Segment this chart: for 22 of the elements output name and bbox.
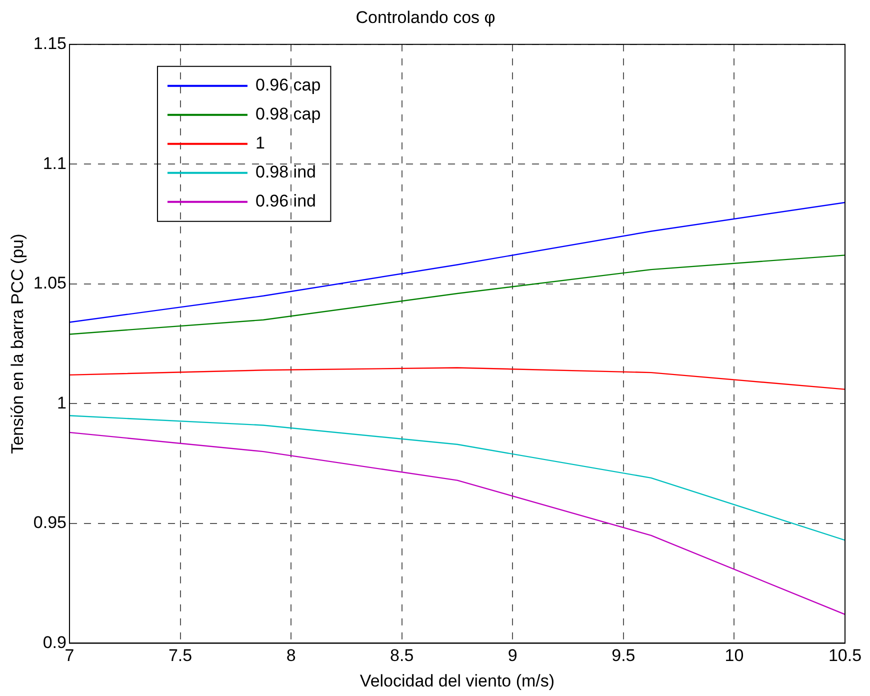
x-tick-label: 9.5 [612, 646, 636, 666]
x-tick-label: 10 [724, 646, 744, 666]
x-axis-title: Velocidad del viento (m/s) [360, 671, 555, 690]
legend-label: 0.96 cap [255, 76, 321, 95]
x-tick-label: 7.5 [168, 646, 192, 666]
y-tick-label: 0.9 [42, 632, 66, 652]
y-tick-label: 1 [57, 393, 66, 412]
legend-label: 0.98 ind [255, 162, 316, 182]
x-tick-label: 8.5 [390, 646, 414, 666]
y-tick-label: 0.95 [33, 513, 66, 532]
y-tick-label: 1.05 [33, 274, 66, 293]
legend-label: 0.98 cap [255, 104, 321, 124]
y-axis-title: Tensión en la barra PCC (pu) [8, 234, 27, 454]
x-tick-label: 8 [286, 646, 296, 666]
y-tick-label: 1.1 [42, 154, 66, 173]
x-tick-label: 7 [64, 646, 74, 666]
chart-title: Controlando cos φ [356, 8, 496, 27]
legend-label: 0.96 ind [255, 192, 316, 211]
x-tick-label: 10.5 [828, 646, 862, 666]
y-tick-label: 1.15 [33, 34, 66, 54]
x-tick-label: 9 [508, 646, 518, 666]
legend-label: 1 [255, 134, 265, 153]
